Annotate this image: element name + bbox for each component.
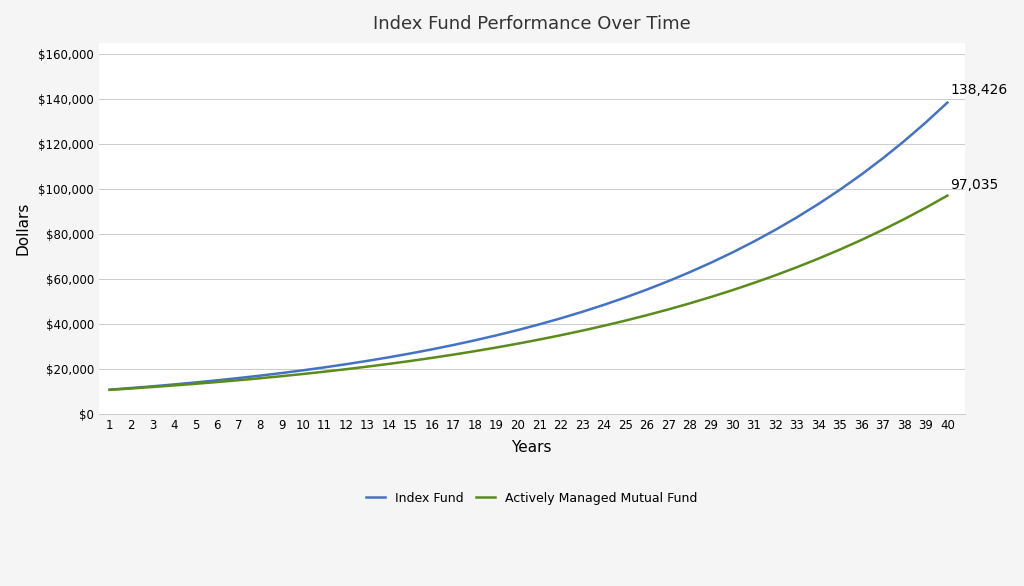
Actively Managed Mutual Fund	[125, 385, 137, 392]
Index Fund	[211, 377, 223, 384]
Actively Managed Mutual Fund	[577, 327, 589, 334]
Index Fund	[920, 119, 932, 126]
Actively Managed Mutual Fund	[662, 306, 674, 313]
Actively Managed Mutual Fund	[620, 317, 632, 324]
Actively Managed Mutual Fund	[812, 255, 824, 262]
Index Fund	[469, 337, 481, 344]
Index Fund	[748, 238, 760, 245]
Index Fund	[620, 294, 632, 301]
Actively Managed Mutual Fund	[361, 363, 374, 370]
Actively Managed Mutual Fund	[941, 192, 953, 199]
Index Fund	[340, 361, 352, 368]
Actively Managed Mutual Fund	[791, 264, 803, 271]
Y-axis label: Dollars: Dollars	[15, 202, 30, 255]
Index Fund	[189, 379, 202, 386]
Actively Managed Mutual Fund	[641, 312, 653, 319]
Actively Managed Mutual Fund	[146, 383, 159, 390]
Actively Managed Mutual Fund	[490, 344, 503, 351]
Index Fund	[877, 155, 889, 162]
Index Fund	[941, 99, 953, 106]
Index Fund	[641, 286, 653, 293]
Actively Managed Mutual Fund	[318, 368, 331, 375]
Index Fund	[834, 186, 846, 193]
Actively Managed Mutual Fund	[555, 332, 567, 339]
Legend: Index Fund, Actively Managed Mutual Fund: Index Fund, Actively Managed Mutual Fund	[361, 486, 702, 510]
Actively Managed Mutual Fund	[426, 355, 438, 362]
Index Fund	[812, 200, 824, 207]
Index Fund	[361, 357, 374, 364]
Index Fund	[447, 342, 460, 349]
Actively Managed Mutual Fund	[683, 300, 695, 307]
Actively Managed Mutual Fund	[297, 370, 309, 377]
Actively Managed Mutual Fund	[275, 373, 288, 380]
Index Fund	[168, 381, 180, 388]
Index Fund	[662, 278, 674, 285]
Actively Managed Mutual Fund	[189, 380, 202, 387]
Actively Managed Mutual Fund	[103, 386, 116, 393]
Actively Managed Mutual Fund	[340, 366, 352, 373]
Actively Managed Mutual Fund	[447, 351, 460, 358]
Text: 138,426: 138,426	[950, 83, 1008, 97]
Index Fund	[318, 364, 331, 371]
Index Fund	[598, 301, 610, 308]
Line: Actively Managed Mutual Fund: Actively Managed Mutual Fund	[110, 196, 947, 390]
Actively Managed Mutual Fund	[855, 236, 867, 243]
Index Fund	[232, 374, 245, 381]
Index Fund	[125, 384, 137, 391]
Actively Managed Mutual Fund	[748, 280, 760, 287]
Actively Managed Mutual Fund	[898, 216, 910, 223]
Actively Managed Mutual Fund	[769, 272, 781, 279]
Index Fund	[490, 332, 503, 339]
Index Fund	[404, 350, 417, 357]
Index Fund	[855, 171, 867, 178]
Index Fund	[254, 372, 266, 379]
Index Fund	[898, 137, 910, 144]
Index Fund	[791, 214, 803, 221]
Actively Managed Mutual Fund	[534, 336, 546, 343]
Index Fund	[534, 321, 546, 328]
Index Fund	[275, 370, 288, 377]
Actively Managed Mutual Fund	[211, 379, 223, 386]
Actively Managed Mutual Fund	[168, 382, 180, 389]
X-axis label: Years: Years	[512, 440, 552, 455]
Index Fund	[146, 383, 159, 390]
Index Fund	[726, 249, 738, 256]
Index Fund	[426, 346, 438, 353]
Index Fund	[769, 226, 781, 233]
Actively Managed Mutual Fund	[834, 246, 846, 253]
Actively Managed Mutual Fund	[469, 347, 481, 355]
Index Fund	[705, 259, 717, 266]
Actively Managed Mutual Fund	[726, 287, 738, 294]
Index Fund	[512, 326, 524, 333]
Index Fund	[555, 315, 567, 322]
Actively Managed Mutual Fund	[598, 322, 610, 329]
Index Fund	[103, 386, 116, 393]
Index Fund	[577, 308, 589, 315]
Actively Managed Mutual Fund	[920, 204, 932, 211]
Title: Index Fund Performance Over Time: Index Fund Performance Over Time	[373, 15, 690, 33]
Text: 97,035: 97,035	[950, 178, 998, 192]
Actively Managed Mutual Fund	[254, 374, 266, 381]
Actively Managed Mutual Fund	[877, 226, 889, 233]
Actively Managed Mutual Fund	[705, 294, 717, 301]
Index Fund	[683, 269, 695, 276]
Actively Managed Mutual Fund	[232, 377, 245, 384]
Actively Managed Mutual Fund	[404, 357, 417, 364]
Actively Managed Mutual Fund	[512, 340, 524, 347]
Index Fund	[297, 367, 309, 374]
Actively Managed Mutual Fund	[383, 360, 395, 367]
Line: Index Fund: Index Fund	[110, 103, 947, 390]
Index Fund	[383, 354, 395, 361]
